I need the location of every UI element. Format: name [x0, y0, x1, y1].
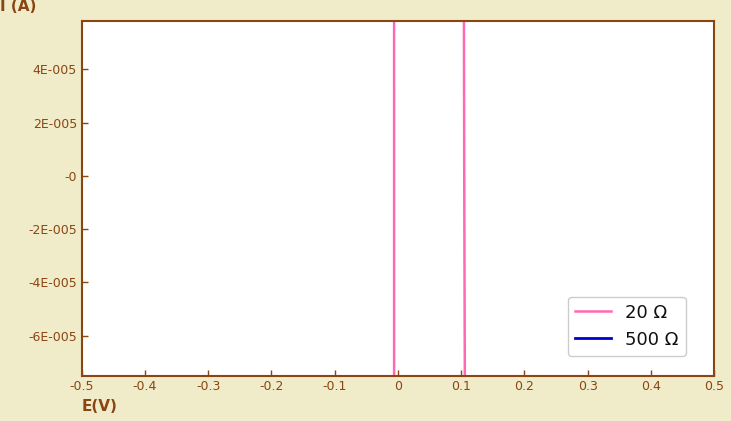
Legend: 20 Ω, 500 Ω: 20 Ω, 500 Ω	[568, 296, 686, 356]
X-axis label: E(V): E(V)	[82, 399, 118, 414]
Y-axis label: I (A): I (A)	[1, 0, 37, 14]
Line: 20 Ω: 20 Ω	[82, 0, 714, 421]
